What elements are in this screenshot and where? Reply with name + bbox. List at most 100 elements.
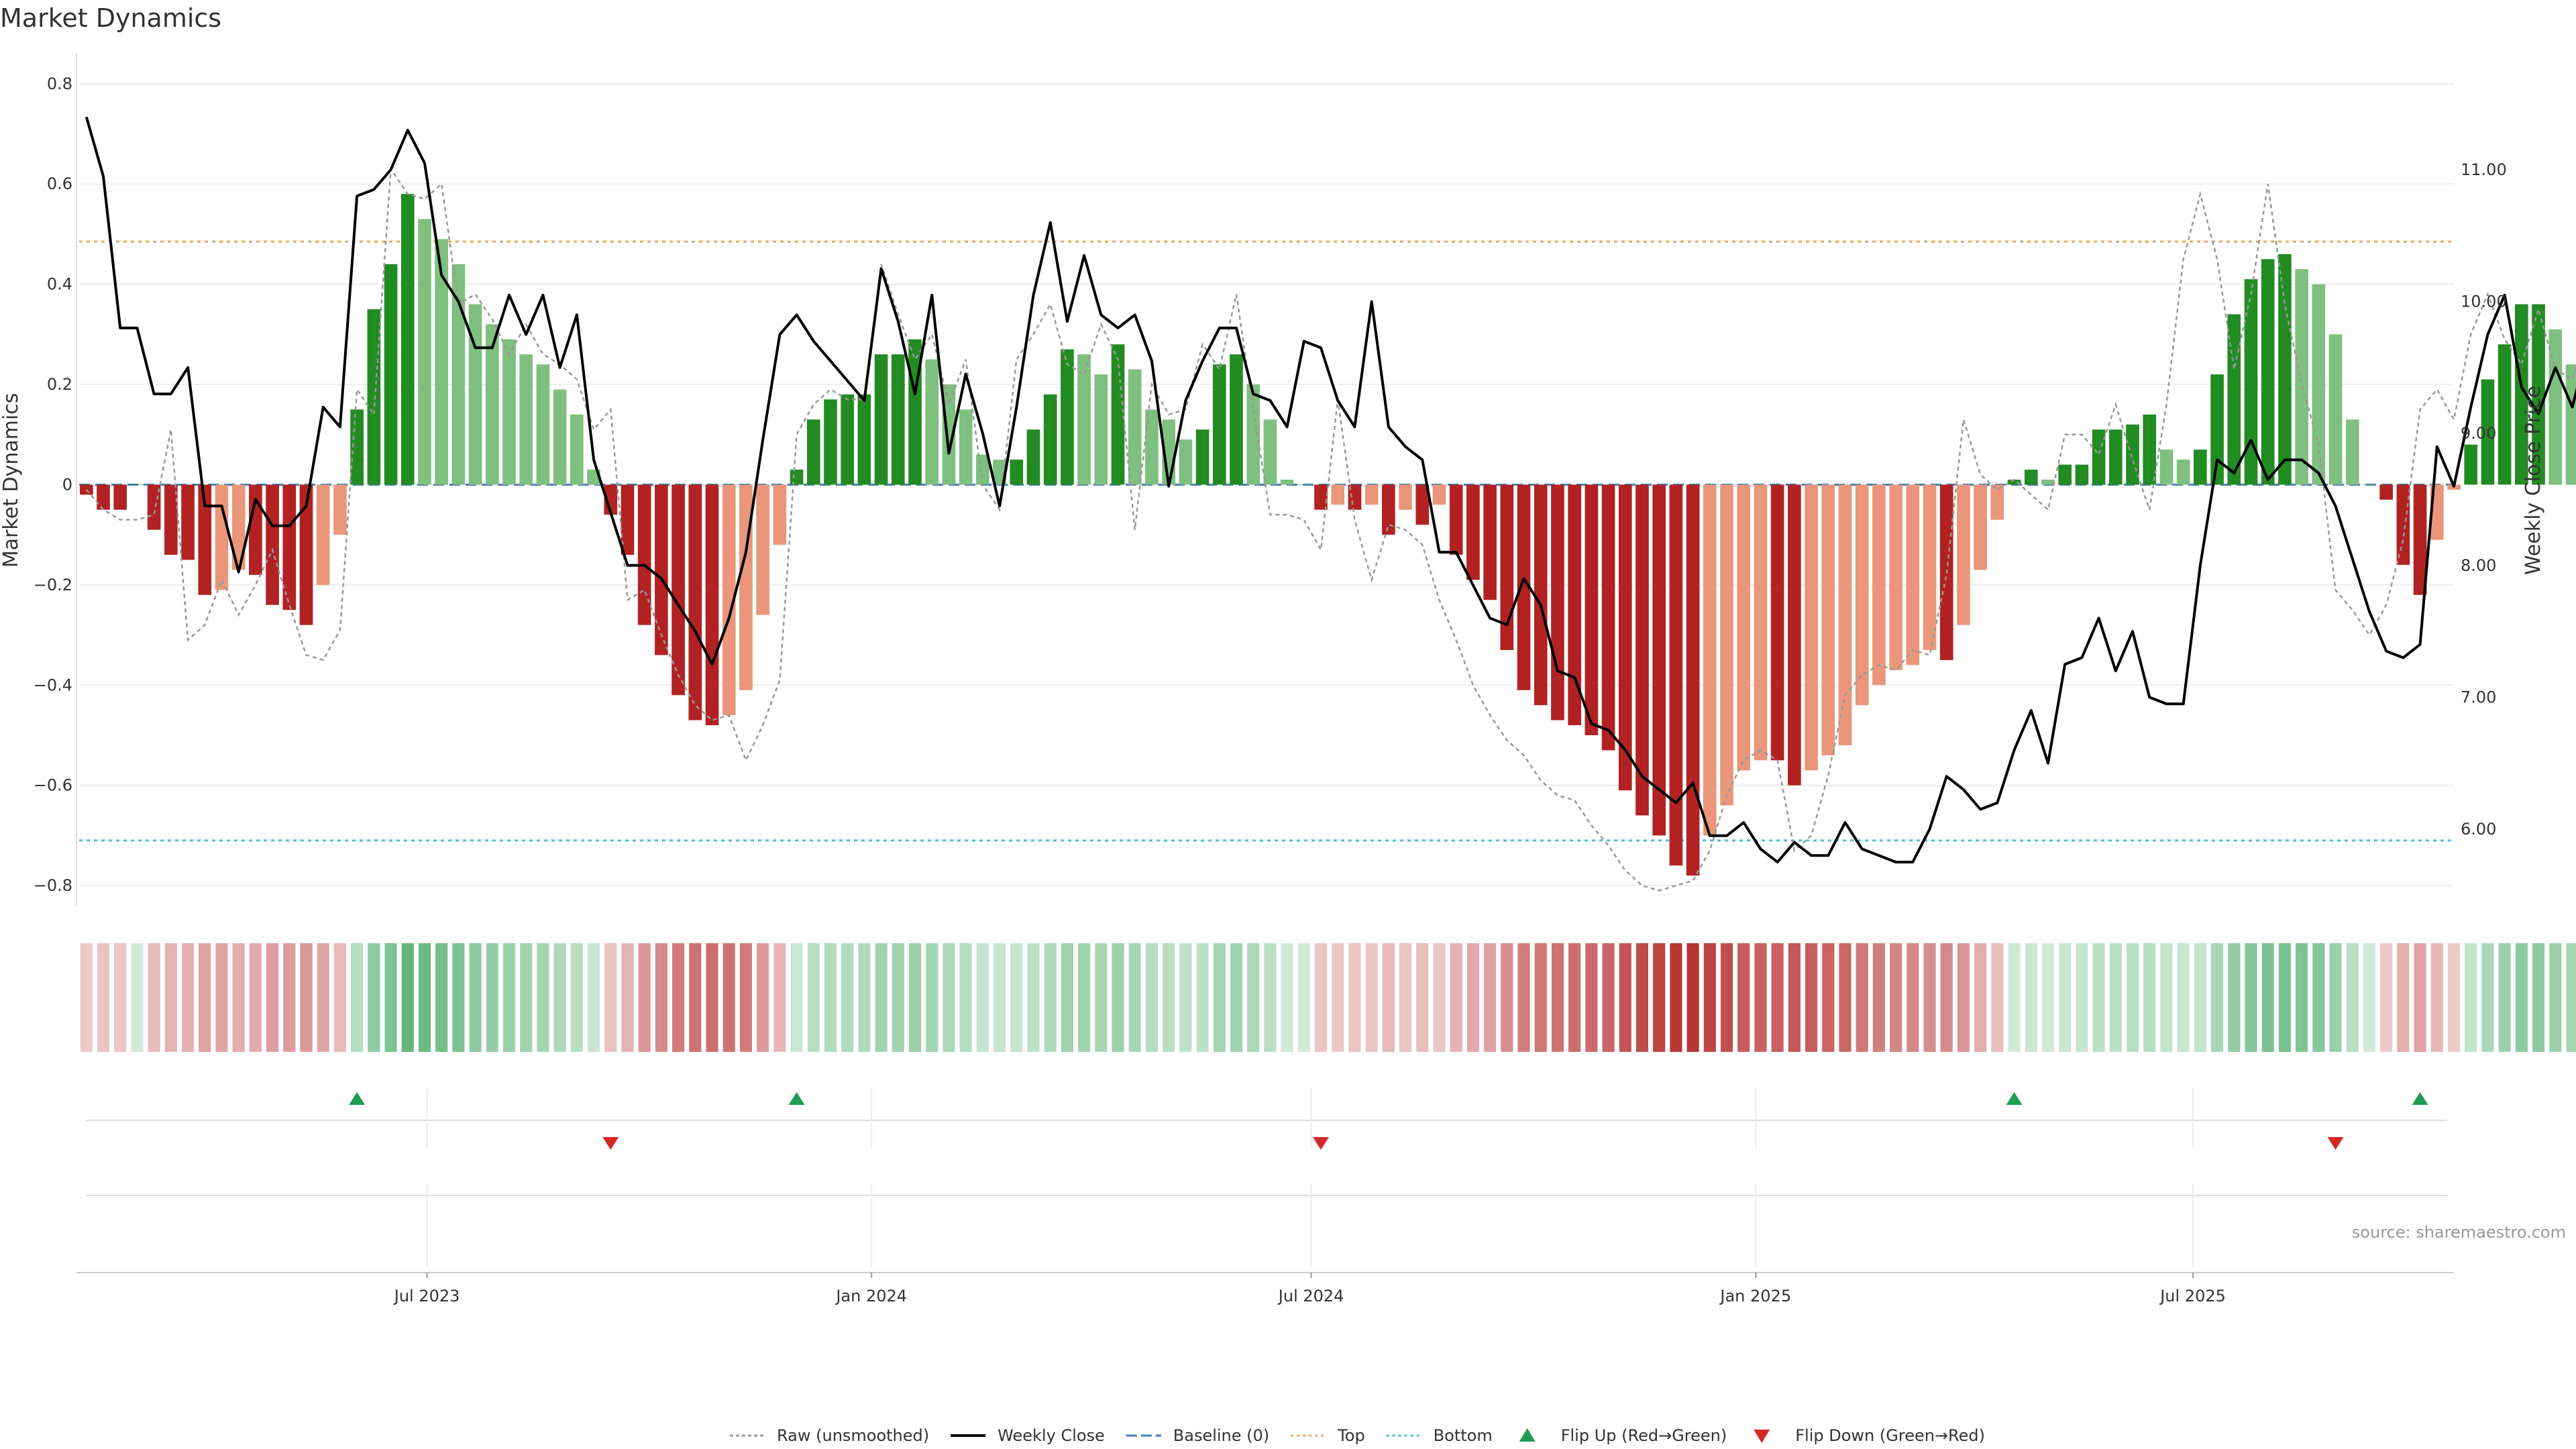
legend-item-close: Weekly Close [951,1426,1105,1445]
heat-cell [97,943,110,1052]
chart-title: Market Dynamics [0,3,221,33]
heat-cell [2380,943,2393,1052]
bar [1111,344,1125,485]
bar [841,394,855,485]
heat-cell [1264,943,1277,1052]
bar [1145,409,1159,485]
heat-cell [739,943,753,1052]
bar [1077,354,1091,485]
heat-cell [2447,943,2461,1052]
bar [2379,484,2393,500]
bar [1449,484,1463,555]
legend-item-raw: Raw (unsmoothed) [730,1426,929,1445]
heat-cell [1771,943,1784,1052]
heat-cell [1297,943,1310,1052]
heat-cell [266,943,279,1052]
heat-cell [164,943,177,1052]
bar [2075,464,2089,485]
bar [333,484,347,535]
bar [806,419,820,485]
bar [2108,429,2123,485]
bar [1483,484,1497,600]
bar [1280,480,1294,485]
bar [1517,484,1531,690]
bar [2515,304,2528,485]
heat-cell [2549,943,2562,1052]
heat-cell [2430,943,2443,1052]
legend-item-baseline: Baseline (0) [1126,1426,1269,1445]
bar [2194,449,2207,485]
heat-cell [570,943,583,1052]
bar [1212,364,1226,485]
legend-item-flip_up: Flip Up (Red→Green) [1519,1426,1727,1445]
heat-cell [1754,943,1767,1052]
heat-cell [2278,943,2291,1052]
heat-cell [621,943,634,1052]
y-tick-label: 0.6 [47,174,72,193]
flip-down-marker [602,1137,619,1150]
bar [1026,429,1040,485]
heat-cell [435,943,448,1052]
heat-cell [757,943,769,1052]
heat-cell [790,943,803,1052]
legend-label: Flip Up (Red→Green) [1561,1426,1727,1445]
heat-cell [114,943,127,1052]
bar [1348,484,1362,510]
heat-cell [1501,943,1513,1052]
bar [2363,484,2376,485]
bar [451,264,466,485]
bar [773,484,787,545]
bar [231,484,246,570]
bar [435,239,449,485]
legend-label: Flip Down (Green→Red) [1795,1426,1985,1445]
y-tick-label: 0 [62,475,72,494]
y-tick-label: −0.8 [34,876,72,895]
bar [418,219,431,485]
bar [1094,374,1108,485]
y2-tick-label: 8.00 [2461,556,2496,575]
heat-cell [1163,943,1175,1052]
bar [1195,429,1210,485]
heat-cell [1145,943,1159,1052]
heat-cell [2296,943,2308,1052]
bar [282,484,297,610]
bar [1754,484,1768,761]
heat-cell [1788,943,1801,1052]
bar [942,384,956,485]
y-tick-label: −0.6 [34,776,72,795]
bar [1635,484,1649,816]
heat-cell [1247,943,1260,1052]
bar [1906,484,1920,665]
heat-cell [2261,943,2274,1052]
heat-cell [1027,943,1040,1052]
y2-tick-label: 9.00 [2461,424,2496,443]
heat-cell [1940,943,1953,1052]
heat-cell [2465,943,2477,1052]
legend-label: Baseline (0) [1173,1426,1269,1445]
heat-cell [2397,943,2410,1052]
bar [2396,484,2410,565]
heat-cell [2498,943,2511,1052]
bar [266,484,279,605]
bar [1889,484,1902,670]
legend-swatch [1519,1428,1536,1442]
bar [215,484,229,590]
bar [1551,484,1564,720]
heat-cell [1703,943,1716,1052]
bar [164,484,178,555]
bar [1297,484,1311,485]
heat-cell [1196,943,1209,1052]
bar [857,394,871,485]
bar [1500,484,1514,650]
bar [2532,304,2545,485]
heat-cell [2346,943,2359,1052]
heat-cell [1822,943,1835,1052]
heat-cell [858,943,871,1052]
heat-cell [1399,943,1412,1052]
heat-cell [1805,943,1818,1052]
bar [2328,334,2343,485]
heat-cell [1974,943,1987,1052]
bar [485,324,499,485]
heat-cell [317,943,329,1052]
bar [1686,484,1700,876]
